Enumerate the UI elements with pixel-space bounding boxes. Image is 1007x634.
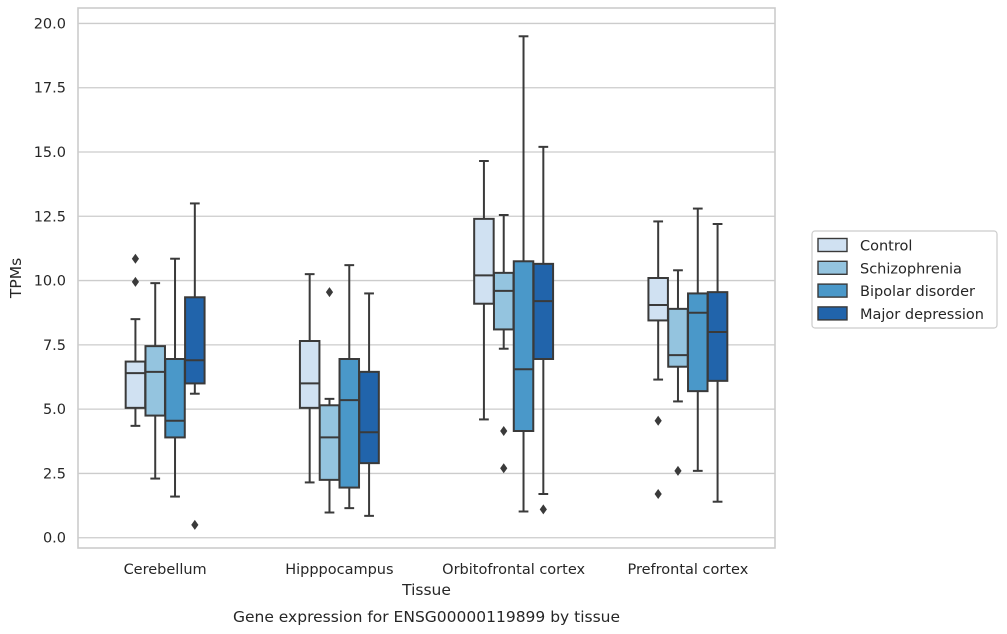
box-iqr	[318, 404, 341, 481]
y-tick-label: 2.5	[43, 466, 66, 482]
y-tick-label: 15.0	[34, 145, 66, 161]
x-tick-label: Orbitofrontal cortex	[442, 562, 585, 578]
series-group	[144, 214, 689, 514]
legend-swatch	[817, 283, 848, 298]
x-tick-label: Prefrontal cortex	[627, 562, 748, 578]
y-tick-label: 5.0	[43, 402, 66, 418]
box-iqr	[687, 292, 709, 393]
legend: Control Schizophrenia Bipolar disorder Majo…	[811, 230, 998, 329]
outlier-point	[191, 519, 199, 530]
legend-swatch	[817, 260, 848, 275]
box-series	[124, 35, 729, 530]
outlier-point	[325, 287, 334, 298]
box-iqr	[298, 340, 321, 409]
series-group	[164, 35, 709, 513]
x-tick-label: Cerebellum	[124, 562, 207, 578]
y-tick-label: 0.0	[43, 531, 66, 547]
x-axis-title: Tissue	[401, 581, 451, 599]
legend-swatch	[817, 237, 848, 253]
box-iqr	[338, 358, 361, 489]
series-group	[184, 145, 729, 530]
box-iqr	[144, 345, 166, 417]
y-axis-title: TPMs	[7, 258, 25, 299]
outlier-point	[131, 253, 140, 264]
y-tick-label: 10.0	[34, 274, 66, 290]
box-iqr	[532, 262, 555, 361]
x-tick-label: Hipppocampus	[285, 562, 393, 578]
outlier-point	[654, 415, 662, 426]
y-tick-label: 7.5	[43, 338, 66, 354]
box-iqr	[473, 217, 495, 305]
chart-title: Gene expression for ENSG00000119899 by t…	[233, 608, 620, 626]
outlier-point	[500, 426, 508, 436]
legend-swatch	[817, 306, 848, 321]
legend-label: Schizophrenia	[860, 261, 962, 277]
gridlines	[78, 22, 775, 539]
legend-label: Control	[860, 239, 912, 255]
box-iqr	[706, 291, 729, 382]
box-iqr	[124, 360, 147, 409]
box-iqr	[647, 277, 669, 322]
box-iqr	[667, 307, 689, 368]
y-tick-label: 17.5	[34, 81, 66, 97]
box-iqr	[512, 260, 535, 432]
y-tick-label: 12.5	[34, 209, 66, 225]
outlier-point	[654, 489, 662, 499]
outlier-point	[674, 465, 682, 476]
box-iqr	[164, 358, 186, 439]
series-group	[124, 160, 669, 499]
plot-frame	[77, 7, 776, 549]
outlier-point	[131, 276, 140, 287]
y-tick-labels: 0.0 2.5 5.0 7.5 10.0 12.5 15.0 17.5 20.0	[34, 16, 66, 546]
legend-label: Major depression	[860, 307, 984, 323]
y-tick-label: 20.0	[34, 16, 66, 32]
outlier-point	[500, 463, 508, 474]
legend-frame	[811, 230, 998, 329]
box-iqr	[492, 271, 515, 331]
outlier-point	[539, 504, 547, 515]
box-iqr	[358, 370, 380, 465]
box-iqr	[184, 296, 206, 385]
x-tick-labels: Cerebellum Hipppocampus Orbitofrontal cort…	[124, 562, 749, 578]
legend-label: Bipolar disorder	[860, 284, 975, 300]
